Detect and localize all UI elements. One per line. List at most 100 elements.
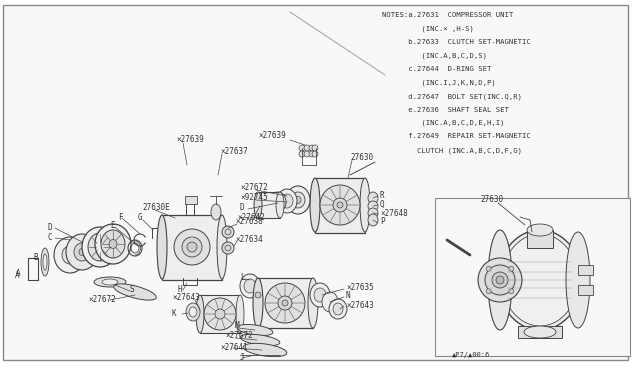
Ellipse shape xyxy=(182,237,202,257)
Ellipse shape xyxy=(502,234,578,326)
Text: (INC.I,J,K,N,D,P): (INC.I,J,K,N,D,P) xyxy=(382,80,496,86)
Bar xyxy=(258,192,280,218)
Ellipse shape xyxy=(95,224,131,264)
Text: L: L xyxy=(240,273,244,282)
Bar xyxy=(200,295,240,333)
Ellipse shape xyxy=(101,230,125,258)
Ellipse shape xyxy=(368,192,378,204)
Text: c.27644  D-RING SET: c.27644 D-RING SET xyxy=(382,66,492,72)
Ellipse shape xyxy=(79,248,85,256)
Text: F: F xyxy=(118,214,123,222)
Ellipse shape xyxy=(102,279,118,285)
Ellipse shape xyxy=(109,240,117,248)
Ellipse shape xyxy=(310,178,320,232)
Ellipse shape xyxy=(524,326,556,338)
Ellipse shape xyxy=(368,201,378,211)
Text: N: N xyxy=(346,292,351,301)
Ellipse shape xyxy=(114,284,156,300)
Text: ×27643: ×27643 xyxy=(172,294,200,302)
Text: A: A xyxy=(15,270,19,279)
Text: K: K xyxy=(172,308,177,317)
Ellipse shape xyxy=(509,289,514,294)
Text: ×27643: ×27643 xyxy=(346,301,374,310)
Ellipse shape xyxy=(278,296,292,310)
Ellipse shape xyxy=(222,226,234,238)
Ellipse shape xyxy=(236,295,244,333)
Text: ×27648: ×27648 xyxy=(380,208,408,218)
Ellipse shape xyxy=(368,214,378,226)
Text: ×27672: ×27672 xyxy=(240,183,268,192)
Text: B: B xyxy=(33,253,38,263)
Text: S: S xyxy=(130,285,134,295)
Ellipse shape xyxy=(304,151,310,157)
Ellipse shape xyxy=(282,300,288,306)
Text: ×27634: ×27634 xyxy=(235,235,263,244)
Bar xyxy=(527,230,553,248)
Text: R: R xyxy=(380,190,385,199)
Text: H: H xyxy=(177,285,182,295)
Bar xyxy=(518,326,562,338)
Text: ×27672: ×27672 xyxy=(88,295,116,305)
Ellipse shape xyxy=(189,307,197,317)
Text: ×92745: ×92745 xyxy=(240,193,268,202)
Ellipse shape xyxy=(314,288,326,302)
Ellipse shape xyxy=(211,204,221,220)
Text: 27630: 27630 xyxy=(480,196,503,205)
Bar xyxy=(315,178,365,233)
Text: d.27647  BOLT SET(INC.Q,R): d.27647 BOLT SET(INC.Q,R) xyxy=(382,93,522,99)
Text: D: D xyxy=(47,224,52,232)
Ellipse shape xyxy=(276,192,284,218)
Text: ×27639: ×27639 xyxy=(258,131,285,140)
Ellipse shape xyxy=(196,295,204,333)
Ellipse shape xyxy=(43,254,47,270)
Ellipse shape xyxy=(253,278,263,328)
Ellipse shape xyxy=(270,192,286,212)
Ellipse shape xyxy=(509,266,514,271)
Ellipse shape xyxy=(368,208,378,218)
Text: 27630E: 27630E xyxy=(142,203,170,212)
Ellipse shape xyxy=(204,298,236,330)
Ellipse shape xyxy=(492,272,508,288)
Ellipse shape xyxy=(312,151,318,157)
Ellipse shape xyxy=(240,274,260,298)
Text: (INC.A,B,C,D,S): (INC.A,B,C,D,S) xyxy=(382,52,487,59)
Text: ×27638: ×27638 xyxy=(235,218,263,227)
Text: ×27637: ×27637 xyxy=(220,148,248,157)
Text: M: M xyxy=(235,321,239,330)
Ellipse shape xyxy=(309,145,315,151)
Text: e.27636  SHAFT SEAL SET: e.27636 SHAFT SEAL SET xyxy=(382,106,509,112)
Ellipse shape xyxy=(41,248,49,276)
Ellipse shape xyxy=(187,242,197,252)
Ellipse shape xyxy=(254,192,262,218)
Ellipse shape xyxy=(186,303,200,321)
Ellipse shape xyxy=(333,198,347,212)
Ellipse shape xyxy=(82,227,118,267)
Ellipse shape xyxy=(62,246,78,264)
Ellipse shape xyxy=(498,230,582,330)
Ellipse shape xyxy=(333,303,343,315)
Text: (INC.× ,H-S): (INC.× ,H-S) xyxy=(382,26,474,32)
Ellipse shape xyxy=(295,196,301,203)
Text: G: G xyxy=(138,214,143,222)
Text: J: J xyxy=(240,353,244,362)
Ellipse shape xyxy=(244,279,256,293)
Bar xyxy=(162,215,222,280)
Text: ×27639: ×27639 xyxy=(176,135,204,144)
Text: b.27633  CLUTCH SET-MAGNETIC: b.27633 CLUTCH SET-MAGNETIC xyxy=(382,39,531,45)
Ellipse shape xyxy=(174,229,210,265)
Text: C: C xyxy=(47,234,52,243)
Text: ×27642: ×27642 xyxy=(237,214,265,222)
Ellipse shape xyxy=(96,243,104,251)
Ellipse shape xyxy=(281,194,293,208)
Text: P: P xyxy=(380,218,385,227)
Ellipse shape xyxy=(299,145,305,151)
Text: Q: Q xyxy=(380,199,385,208)
Ellipse shape xyxy=(54,237,86,273)
Text: CLUTCH (INC.A,B,C,D,F,G): CLUTCH (INC.A,B,C,D,F,G) xyxy=(382,147,522,154)
Ellipse shape xyxy=(308,278,318,328)
Ellipse shape xyxy=(309,151,315,157)
Ellipse shape xyxy=(222,242,234,254)
Ellipse shape xyxy=(225,229,231,235)
Bar xyxy=(578,285,593,295)
Bar xyxy=(435,198,630,356)
